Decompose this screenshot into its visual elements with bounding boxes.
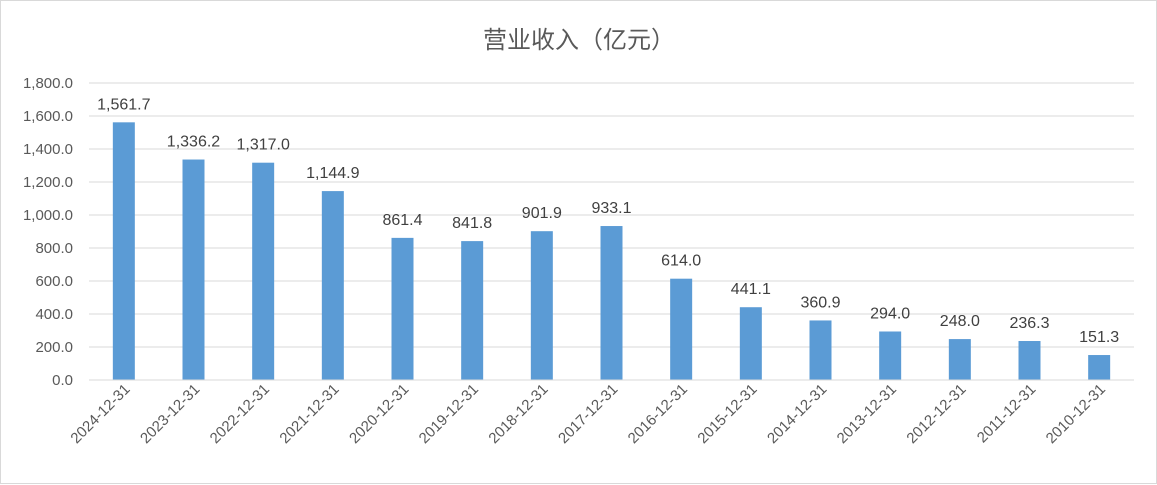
y-tick-label: 600.0 (35, 273, 73, 290)
y-tick-label: 800.0 (35, 240, 73, 257)
x-tick-label: 2010-12-31 (1043, 381, 1109, 447)
data-label: 933.1 (591, 200, 631, 217)
bar (530, 231, 553, 380)
y-tick-label: 400.0 (35, 306, 73, 323)
chart-title: 营业收入（亿元） (483, 26, 675, 54)
bar (809, 320, 832, 380)
bar (321, 191, 344, 380)
bar (461, 241, 484, 380)
data-label: 236.3 (1009, 315, 1049, 332)
bar (391, 237, 414, 380)
x-tick-label: 2020-12-31 (346, 381, 412, 447)
data-label: 1,317.0 (236, 137, 289, 154)
bar (879, 331, 902, 380)
x-tick-label: 2015-12-31 (694, 381, 760, 447)
bar (739, 307, 762, 380)
y-tick-label: 1,400.0 (23, 141, 73, 158)
x-tick-label: 2017-12-31 (555, 381, 621, 447)
x-tick-label: 2023-12-31 (137, 381, 203, 447)
x-tick-label: 2012-12-31 (903, 381, 969, 447)
x-tick-label: 2022-12-31 (207, 381, 273, 447)
y-tick-label: 200.0 (35, 339, 73, 356)
data-label: 861.4 (382, 212, 422, 229)
data-label: 248.0 (940, 313, 980, 330)
bar (670, 278, 693, 380)
data-label: 614.0 (661, 253, 701, 270)
bar (112, 122, 135, 380)
bar (252, 162, 275, 380)
x-tick-label: 2011-12-31 (974, 381, 1039, 446)
bar (600, 226, 623, 380)
x-tick-label: 2014-12-31 (764, 381, 830, 447)
bar (948, 339, 971, 380)
y-tick-label: 1,600.0 (23, 108, 73, 125)
x-tick-label: 2016-12-31 (625, 381, 691, 447)
data-label: 901.9 (522, 205, 562, 222)
data-label: 294.0 (870, 305, 910, 322)
data-label: 841.8 (452, 215, 492, 232)
data-label: 1,144.9 (306, 165, 359, 182)
bar (1088, 355, 1111, 380)
x-tick-label: 2013-12-31 (834, 381, 900, 447)
data-label: 360.9 (800, 294, 840, 311)
x-tick-label: 2018-12-31 (485, 381, 551, 447)
x-axis-ticks: 2024-12-31 2023-12-31 2022-12-31 2021-12-31… (67, 381, 1109, 447)
y-axis-ticks: 0.0 200.0 400.0 600.0 800.0 1,000.0 1,200.0 1,4… (23, 75, 73, 389)
y-tick-label: 0.0 (52, 372, 73, 389)
data-label: 151.3 (1079, 329, 1119, 346)
bars (112, 122, 1111, 380)
data-label: 1,561.7 (97, 96, 150, 113)
y-tick-label: 1,200.0 (23, 174, 73, 191)
bar (182, 159, 205, 380)
data-label: 441.1 (731, 281, 771, 298)
y-tick-label: 1,800.0 (23, 75, 73, 92)
data-labels: 1,561.7 1,336.2 1,317.0 1,144.9 861.4 841.8 90… (97, 96, 1119, 346)
x-tick-label: 2024-12-31 (67, 381, 133, 447)
x-tick-label: 2021-12-31 (276, 381, 342, 447)
data-label: 1,336.2 (167, 134, 220, 151)
bar (1018, 341, 1041, 380)
y-tick-label: 1,000.0 (23, 207, 73, 224)
x-tick-label: 2019-12-31 (416, 381, 482, 447)
